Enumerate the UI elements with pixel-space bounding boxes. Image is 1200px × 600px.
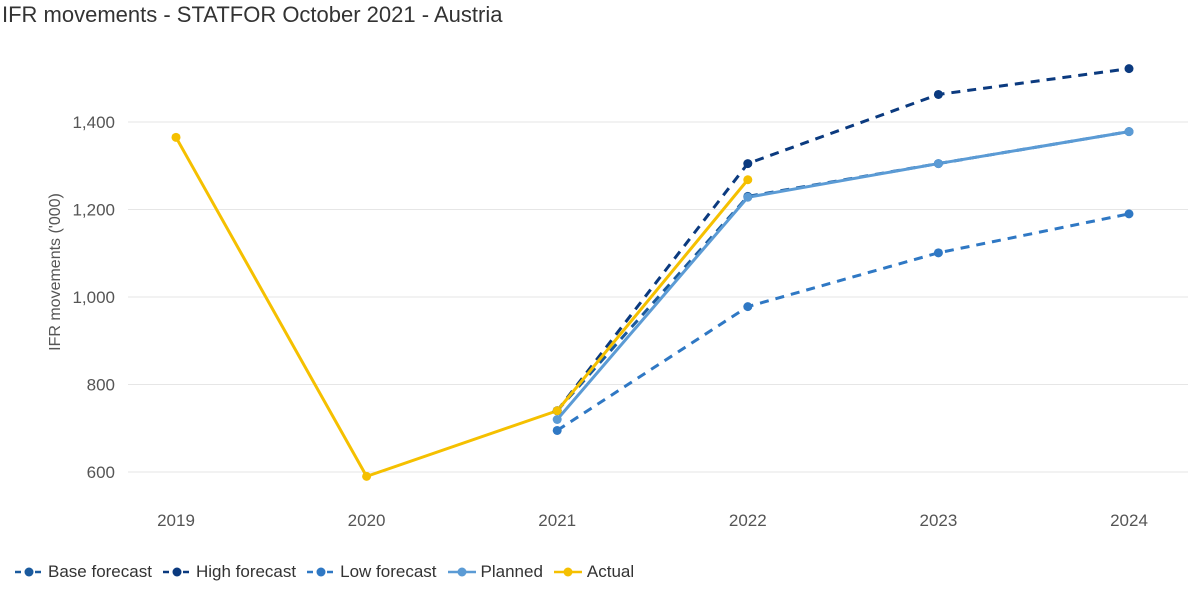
- legend-label: Base forecast: [48, 562, 152, 581]
- y-tick-label: 1,400: [72, 113, 115, 132]
- series-line-planned: [555, 130, 1131, 421]
- legend-label: Low forecast: [340, 562, 437, 581]
- x-tick-label: 2019: [157, 511, 195, 530]
- x-tick-label: 2022: [729, 511, 767, 530]
- legend-swatch: [14, 565, 44, 579]
- series-line-low-forecast: [556, 212, 1130, 432]
- data-point-low-forecast[interactable]: [552, 425, 562, 435]
- legend-swatch: [447, 565, 477, 579]
- legend-label: Planned: [480, 562, 543, 581]
- data-point-low-forecast[interactable]: [743, 302, 753, 312]
- x-tick-label: 2024: [1110, 511, 1148, 530]
- data-point-planned[interactable]: [1124, 127, 1134, 137]
- data-point-high-forecast[interactable]: [933, 89, 943, 99]
- x-tick-label: 2021: [538, 511, 576, 530]
- legend-item-actual[interactable]: Actual: [553, 562, 634, 582]
- legend-item-high-forecast[interactable]: High forecast: [162, 562, 296, 582]
- legend-item-planned[interactable]: Planned: [447, 562, 543, 582]
- data-point-actual[interactable]: [362, 471, 372, 481]
- data-point-actual[interactable]: [552, 406, 562, 416]
- y-tick-label: 1,000: [72, 288, 115, 307]
- x-tick-label: 2020: [348, 511, 386, 530]
- data-point-planned[interactable]: [933, 159, 943, 169]
- series-line-actual: [174, 135, 750, 478]
- legend-swatch: [306, 565, 336, 579]
- y-tick-label: 1,200: [72, 201, 115, 220]
- legend-swatch: [162, 565, 192, 579]
- data-point-high-forecast[interactable]: [743, 159, 753, 169]
- y-tick-label: 600: [87, 463, 115, 482]
- y-axis-label: IFR movements ('000): [47, 193, 64, 351]
- legend-label: Actual: [586, 562, 635, 581]
- legend-item-low-forecast[interactable]: Low forecast: [306, 562, 437, 582]
- data-point-planned[interactable]: [552, 415, 562, 424]
- series-line-high-forecast: [556, 67, 1130, 412]
- x-tick-label: 2023: [919, 511, 957, 530]
- legend-label: High forecast: [195, 562, 297, 581]
- series-line-base-forecast: [556, 130, 1130, 412]
- data-point-actual[interactable]: [743, 175, 753, 185]
- chart-legend: Base forecast High forecast Low forecast Pl…: [14, 560, 644, 584]
- chart-title: IFR movements - STATFOR October 2021 - A…: [2, 2, 503, 27]
- data-point-low-forecast[interactable]: [933, 248, 943, 258]
- data-point-high-forecast[interactable]: [1124, 64, 1134, 74]
- data-point-planned[interactable]: [743, 192, 753, 202]
- data-point-actual[interactable]: [171, 132, 181, 142]
- y-tick-label: 800: [87, 376, 115, 395]
- legend-swatch: [553, 565, 583, 579]
- legend-item-base-forecast[interactable]: Base forecast: [14, 562, 152, 582]
- data-point-low-forecast[interactable]: [1124, 209, 1134, 219]
